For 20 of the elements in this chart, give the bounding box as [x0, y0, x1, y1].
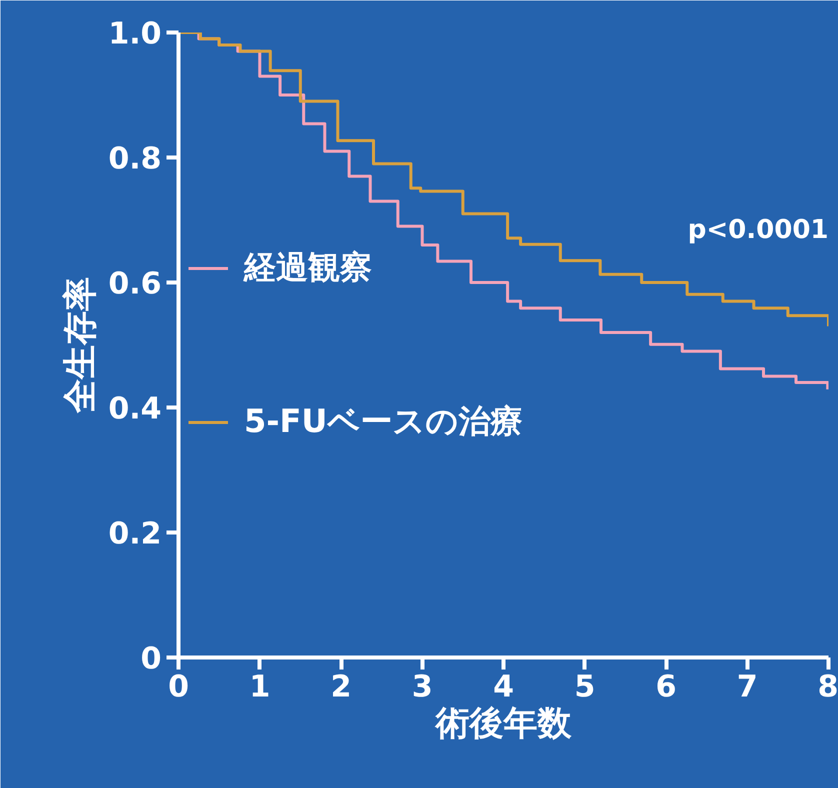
y-tick-label: 1.0: [108, 16, 162, 52]
y-tick-label: 0.2: [108, 516, 162, 552]
x-tick-label: 2: [330, 670, 352, 704]
legend-label: 5-FUベースの治療: [244, 400, 522, 442]
x-tick-label: 5: [574, 670, 596, 704]
x-tick-label: 7: [736, 670, 758, 704]
x-tick-label: 0: [168, 670, 189, 704]
y-tick-label: 0.4: [108, 392, 162, 426]
y-axis-title: 全生存率: [60, 277, 100, 414]
x-tick-label: 1: [249, 670, 270, 704]
x-tick-label: 3: [412, 670, 433, 704]
x-tick-label: 8: [818, 670, 838, 704]
legend-label: 経過観察: [244, 246, 372, 288]
x-tick-label: 6: [656, 670, 676, 704]
y-tick-label: 0.6: [108, 266, 162, 302]
x-axis-title: 術後年数: [434, 704, 572, 744]
x-tick-label: 4: [493, 670, 514, 704]
y-tick-label: 0: [140, 642, 162, 676]
annotation: p<0.0001: [688, 215, 829, 245]
y-tick-label: 0.8: [108, 142, 162, 176]
